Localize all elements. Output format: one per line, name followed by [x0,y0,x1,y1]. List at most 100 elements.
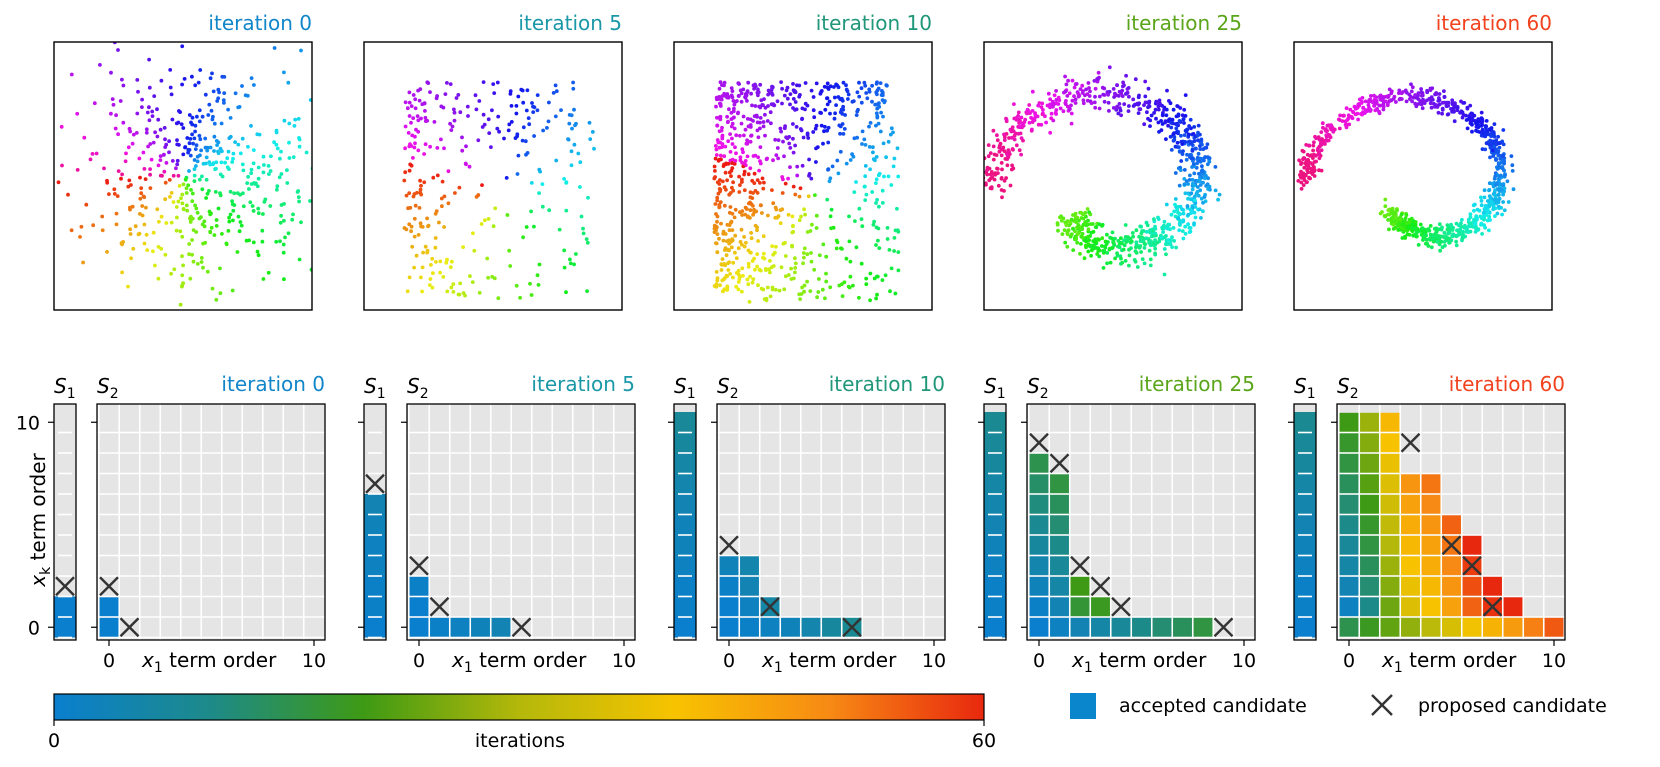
scatter-point [1485,209,1489,214]
scatter-point [1201,180,1205,185]
s2-accepted-cell [1442,515,1461,535]
scatter-point [1201,147,1206,152]
scatter-point [421,250,425,255]
scatter-point [162,126,167,130]
scatter-point [841,80,846,85]
y-axis-label: xk term order [26,452,54,587]
scatter-point [312,272,316,276]
s2-accepted-cell [1503,617,1523,637]
scatter-point [198,153,202,158]
scatter-point [476,138,481,143]
scatter-point [1120,88,1125,93]
s1-accepted-cell [674,617,696,638]
scatter-point [403,100,408,105]
scatter-point [1409,89,1414,94]
s2-label: S2 [407,374,429,402]
scatter-point [1172,137,1177,142]
scatter-point [1100,85,1105,90]
scatter-point [986,143,991,148]
scatter-point [730,238,735,243]
scatter-point [446,201,451,206]
scatter-points [984,65,1222,277]
scatter-point [880,188,885,193]
s2-accepted-cell [1360,576,1379,596]
scatter-point [1303,161,1307,166]
scatter-point [1088,89,1092,94]
scatter-point [171,200,176,204]
s1-accepted-cell [674,453,696,474]
scatter-point [163,180,168,185]
scatter-point [572,262,576,267]
scatter-point [783,181,788,186]
scatter-point [1397,88,1402,93]
scatter-point [1465,106,1470,111]
scatter-point [576,151,581,156]
scatter-point [403,146,407,151]
scatter-title: iteration 10 [816,11,932,35]
scatter-point [115,194,120,199]
scatter-point [279,149,283,154]
scatter-point [738,240,743,244]
scatter-point [1094,225,1099,230]
scatter-point [731,99,736,103]
scatter-point [412,145,417,150]
scatter-point [846,97,850,101]
scatter-point [240,84,244,88]
scatter-point [1012,102,1016,106]
scatter-point [150,109,155,114]
scatter-point [537,262,542,267]
scatter-point [112,192,117,196]
scatter-point [738,210,742,215]
s1-accepted-cell [1294,412,1316,433]
scatter-point [886,139,891,144]
scatter-point [1096,70,1101,75]
scatter-point [734,133,739,138]
scatter-point [200,222,205,227]
scatter-point [187,242,192,246]
scatter-point [167,178,172,182]
scatter-point [736,268,741,273]
grid-title: iteration 60 [1449,372,1565,396]
scatter-point [282,218,286,223]
scatter-point [1174,245,1178,250]
scatter-point [438,259,443,264]
scatter-point [584,237,589,242]
scatter-point [1438,248,1442,253]
scatter-point [774,153,779,158]
scatter-point [236,214,241,219]
s2-accepted-cell [1050,535,1069,555]
scatter-point [156,276,161,281]
scatter-point [476,193,481,197]
scatter-point [730,166,735,171]
scatter-point [1453,101,1457,106]
scatter-point [252,181,256,185]
scatter-point [120,77,124,82]
scatter-point [277,361,281,365]
scatter-point [759,203,763,208]
scatter-point [1065,94,1070,98]
scatter-point [1116,111,1121,116]
scatter-point [1033,112,1038,116]
scatter-point [150,114,155,118]
scatter-point [746,80,751,85]
scatter-point [1121,80,1125,85]
scatter-point [505,213,510,217]
scatter-point [1487,194,1492,199]
scatter-point [1200,164,1204,169]
proposed-marker [1441,535,1462,556]
scatter-point [1337,126,1342,131]
scatter-point [147,57,152,62]
scatter-point [286,80,291,85]
scatter-point [896,174,901,179]
scatter-point [1488,155,1492,160]
scatter-point [755,264,759,269]
scatter-point [1081,98,1086,103]
scatter-point [752,181,757,186]
scatter-point [299,220,303,225]
scatter-point [304,150,309,155]
scatter-point [1191,132,1196,136]
scatter-point [1445,100,1449,105]
scatter-point [261,154,266,159]
scatter-point [1424,241,1428,246]
scatter-point [839,246,843,251]
